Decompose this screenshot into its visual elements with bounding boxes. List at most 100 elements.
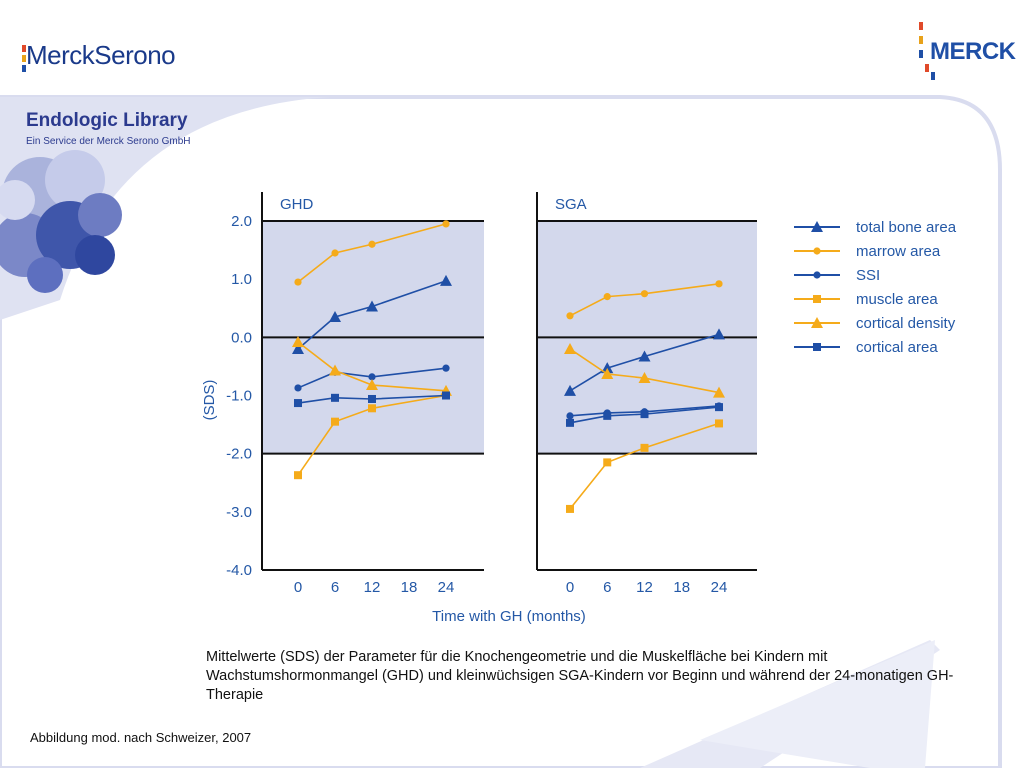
- legend-label: cortical density: [856, 315, 956, 332]
- library-subtitle: Ein Service der Merck Serono GmbH: [26, 136, 191, 147]
- series-line: [297, 280, 447, 350]
- legend-label: SSI: [856, 267, 880, 284]
- data-point: [713, 386, 725, 398]
- legend-item: total bone area: [794, 219, 957, 236]
- legend-item: marrow area: [794, 243, 941, 260]
- data-point: [640, 443, 649, 452]
- series-total-bone-area: [292, 274, 452, 354]
- legend-marker: [811, 317, 823, 328]
- legend-item: muscle area: [794, 291, 938, 308]
- series-line: [297, 223, 447, 283]
- y-tick-label: 0.0: [231, 329, 252, 346]
- merck-logo-marks: [919, 22, 935, 80]
- y-axis-label: (SDS): [201, 380, 218, 421]
- y-tick-label: 1.0: [231, 271, 252, 288]
- series-marrow-area: [566, 280, 723, 320]
- x-tick-label: 18: [673, 579, 690, 596]
- legend-item: SSI: [794, 267, 880, 284]
- y-tick-label: -1.0: [226, 388, 252, 405]
- data-point: [601, 362, 614, 374]
- data-point: [603, 411, 612, 420]
- data-point: [566, 412, 574, 420]
- data-point: [292, 342, 304, 354]
- protein-molecule-image: [0, 150, 122, 293]
- data-point: [640, 290, 649, 298]
- data-point: [715, 280, 723, 288]
- legend-marker: [813, 247, 821, 255]
- data-point: [601, 367, 614, 379]
- data-point: [368, 373, 376, 381]
- y-tick-label: 2.0: [231, 213, 252, 230]
- data-point: [368, 240, 376, 248]
- x-tick-label: 12: [364, 579, 381, 596]
- data-point: [442, 220, 450, 228]
- legend-marker: [811, 221, 823, 232]
- data-point: [329, 310, 341, 322]
- data-point: [715, 419, 723, 428]
- series-line: [569, 422, 720, 510]
- data-point: [564, 342, 576, 354]
- series-cortical-area: [566, 403, 723, 427]
- x-tick-label: 12: [636, 579, 653, 596]
- y-tick-label: -2.0: [226, 446, 252, 463]
- legend-item: cortical area: [794, 339, 938, 356]
- series-line: [569, 406, 720, 424]
- data-point: [603, 458, 612, 467]
- series-line: [297, 394, 447, 404]
- data-point: [331, 393, 339, 402]
- data-point: [294, 384, 302, 392]
- data-point: [713, 328, 725, 340]
- data-point: [294, 471, 302, 480]
- data-point: [292, 335, 304, 347]
- data-point: [442, 364, 450, 372]
- data-point: [294, 278, 302, 286]
- data-point: [368, 404, 376, 413]
- legend-marker: [813, 271, 821, 279]
- data-point: [603, 293, 611, 301]
- legend-marker: [813, 295, 821, 303]
- data-point: [638, 350, 651, 362]
- series-line: [297, 367, 447, 389]
- series-line: [569, 333, 720, 392]
- x-tick-label: 0: [294, 579, 302, 596]
- data-point: [566, 312, 574, 320]
- data-point: [638, 372, 651, 384]
- x-tick-label: 24: [711, 579, 728, 596]
- series-line: [297, 394, 447, 476]
- series-line: [569, 405, 720, 417]
- y-tick-label: -3.0: [226, 504, 252, 521]
- data-point: [566, 504, 574, 513]
- data-point: [440, 274, 452, 286]
- panel-title: GHD: [280, 196, 314, 213]
- data-point: [566, 418, 574, 427]
- x-tick-label: 6: [603, 579, 611, 596]
- legend-marker: [813, 343, 821, 351]
- y-tick-label: -4.0: [226, 562, 252, 579]
- library-title: Endologic Library: [26, 110, 188, 131]
- panel-ghd: GHD 0 6 12 18 24: [261, 192, 484, 596]
- data-point: [442, 391, 450, 400]
- data-point: [640, 410, 649, 419]
- series-total-bone-area: [564, 328, 725, 396]
- legend: total bone area marrow area SSI muscle area…: [794, 219, 957, 356]
- data-point: [366, 379, 378, 391]
- data-point: [368, 394, 376, 403]
- x-tick-label: 18: [401, 579, 418, 596]
- merck-serono-logo: MerckSerono: [26, 40, 176, 70]
- x-tick-label: 6: [331, 579, 339, 596]
- data-point: [366, 300, 378, 312]
- x-axis-label: Time with GH (months): [432, 608, 586, 625]
- figure-source: Abbildung mod. nach Schweizer, 2007: [30, 730, 252, 745]
- data-point: [564, 384, 576, 396]
- merck-serono-logo-marks: [22, 45, 26, 72]
- series-marrow-area: [294, 220, 450, 286]
- series-muscle-area: [566, 419, 723, 513]
- series-cortical-area: [294, 391, 450, 408]
- data-point: [329, 364, 341, 376]
- data-point: [331, 249, 339, 257]
- legend-label: cortical area: [856, 339, 938, 356]
- merck-logo: MERCK: [930, 38, 1016, 65]
- data-point: [294, 399, 302, 408]
- panel-sga: SGA 0 6 12 18 24: [536, 192, 757, 596]
- legend-label: total bone area: [856, 219, 957, 236]
